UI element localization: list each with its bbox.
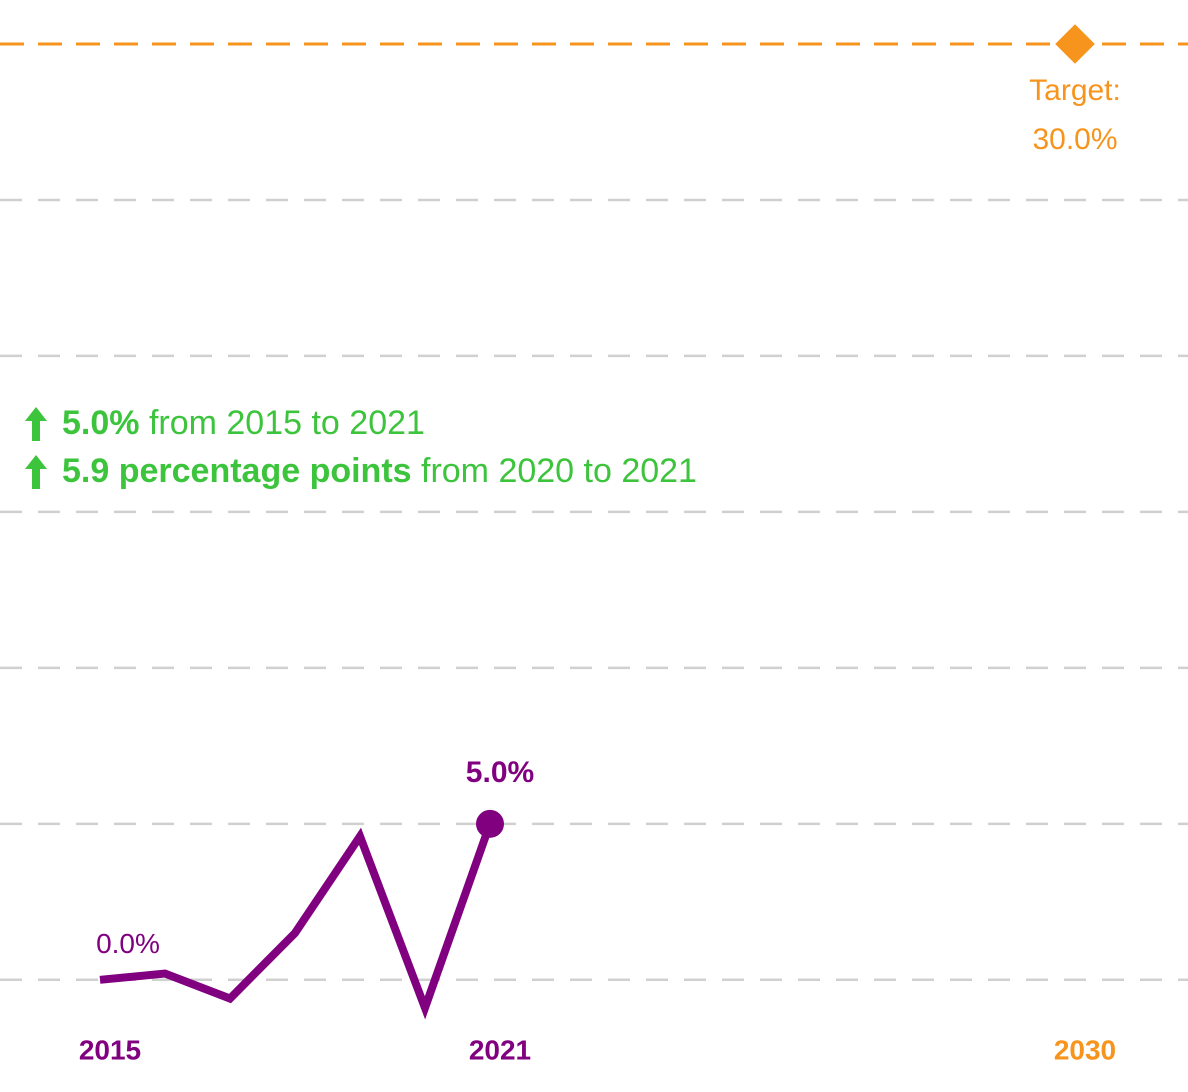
up-arrow: [25, 455, 47, 489]
x-tick-label: 2015: [79, 1034, 141, 1065]
target-value-label: 30.0%: [1032, 123, 1117, 156]
series-line: [99, 822, 494, 1020]
annotation-text: from 2020 to 2021: [421, 452, 697, 490]
annotation-bold: 5.0%: [62, 404, 140, 442]
up-arrow: [25, 407, 47, 441]
target-label: Target:: [1029, 74, 1121, 107]
x-tick-label: 2021: [469, 1034, 531, 1065]
target-marker: [1055, 24, 1095, 64]
x-tick-label: 2030: [1054, 1034, 1116, 1065]
value-label: 5.0%: [466, 756, 534, 789]
annotation-bold: 5.9 percentage points: [62, 452, 412, 490]
end-point: [476, 809, 504, 838]
value-label: 0.0%: [96, 928, 160, 959]
annotation: 5.0% from 2015 to 2021: [62, 404, 425, 442]
annotation-text: from 2015 to 2021: [149, 404, 425, 442]
annotation: 5.9 percentage points from 2020 to 2021: [62, 452, 697, 490]
